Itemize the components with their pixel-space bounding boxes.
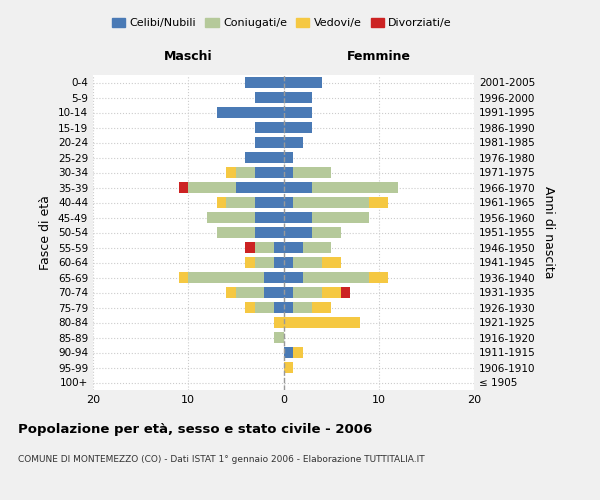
- Bar: [312, 212, 369, 223]
- Bar: [284, 317, 360, 328]
- Bar: [284, 122, 312, 133]
- Bar: [322, 287, 341, 298]
- Bar: [284, 227, 312, 238]
- Bar: [255, 242, 274, 253]
- Bar: [284, 362, 293, 373]
- Bar: [293, 167, 331, 178]
- Bar: [255, 92, 284, 103]
- Bar: [312, 182, 398, 193]
- Bar: [284, 347, 293, 358]
- Bar: [284, 167, 293, 178]
- Bar: [274, 242, 284, 253]
- Bar: [226, 167, 236, 178]
- Bar: [255, 257, 274, 268]
- Y-axis label: Fasce di età: Fasce di età: [40, 195, 52, 270]
- Text: Femmine: Femmine: [347, 50, 411, 63]
- Bar: [265, 287, 284, 298]
- Text: Popolazione per età, sesso e stato civile - 2006: Popolazione per età, sesso e stato civil…: [18, 422, 372, 436]
- Bar: [236, 287, 265, 298]
- Bar: [255, 122, 284, 133]
- Bar: [284, 197, 293, 208]
- Bar: [274, 302, 284, 313]
- Bar: [217, 227, 255, 238]
- Bar: [217, 197, 226, 208]
- Bar: [284, 302, 293, 313]
- Bar: [188, 182, 236, 193]
- Bar: [188, 272, 265, 283]
- Bar: [293, 257, 322, 268]
- Bar: [245, 77, 284, 88]
- Bar: [312, 302, 331, 313]
- Bar: [236, 167, 255, 178]
- Bar: [255, 302, 274, 313]
- Bar: [302, 272, 369, 283]
- Bar: [284, 137, 302, 148]
- Bar: [284, 152, 293, 163]
- Bar: [226, 197, 255, 208]
- Bar: [284, 257, 293, 268]
- Bar: [293, 347, 302, 358]
- Bar: [274, 257, 284, 268]
- Bar: [226, 287, 236, 298]
- Bar: [245, 257, 255, 268]
- Bar: [274, 332, 284, 343]
- Text: COMUNE DI MONTEMEZZO (CO) - Dati ISTAT 1° gennaio 2006 - Elaborazione TUTTITALIA: COMUNE DI MONTEMEZZO (CO) - Dati ISTAT 1…: [18, 455, 425, 464]
- Bar: [293, 287, 322, 298]
- Bar: [284, 272, 302, 283]
- Bar: [341, 287, 350, 298]
- Bar: [255, 227, 284, 238]
- Bar: [245, 242, 255, 253]
- Bar: [369, 272, 388, 283]
- Bar: [274, 317, 284, 328]
- Bar: [236, 182, 284, 193]
- Bar: [293, 197, 369, 208]
- Bar: [255, 197, 284, 208]
- Bar: [284, 287, 293, 298]
- Bar: [255, 167, 284, 178]
- Bar: [284, 182, 312, 193]
- Text: Maschi: Maschi: [164, 50, 212, 63]
- Bar: [284, 92, 312, 103]
- Bar: [245, 302, 255, 313]
- Bar: [284, 107, 312, 118]
- Bar: [245, 152, 284, 163]
- Bar: [208, 212, 255, 223]
- Bar: [322, 257, 341, 268]
- Bar: [284, 212, 312, 223]
- Bar: [369, 197, 388, 208]
- Bar: [284, 77, 322, 88]
- Bar: [255, 137, 284, 148]
- Bar: [217, 107, 284, 118]
- Bar: [255, 212, 284, 223]
- Y-axis label: Anni di nascita: Anni di nascita: [542, 186, 555, 279]
- Bar: [265, 272, 284, 283]
- Bar: [284, 242, 302, 253]
- Bar: [302, 242, 331, 253]
- Bar: [179, 272, 188, 283]
- Bar: [312, 227, 341, 238]
- Bar: [179, 182, 188, 193]
- Legend: Celibi/Nubili, Coniugati/e, Vedovi/e, Divorziati/e: Celibi/Nubili, Coniugati/e, Vedovi/e, Di…: [107, 13, 457, 32]
- Bar: [293, 302, 312, 313]
